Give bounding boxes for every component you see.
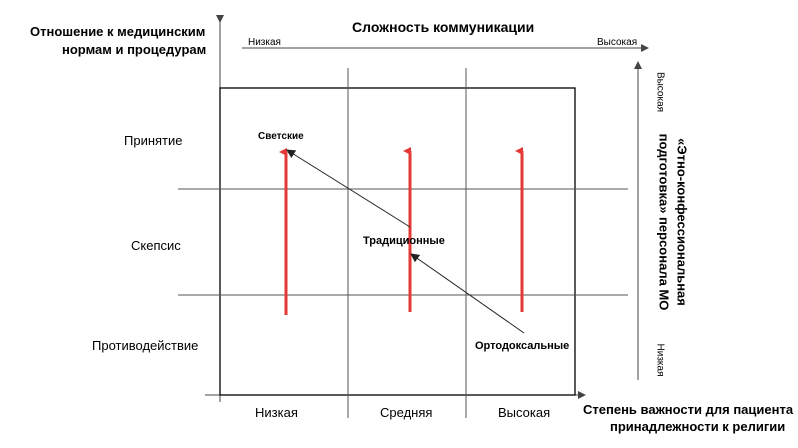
row-label-acceptance: Принятие (124, 133, 183, 148)
row-label-opposition: Противодействие (92, 338, 199, 353)
y-axis-title-line2: нормам и процедурам (62, 42, 207, 57)
top-scale-low: Низкая (248, 37, 281, 48)
right-scale-low: Низкая (654, 343, 666, 377)
matrix-frame (219, 87, 576, 396)
top-axis-title: Сложность коммуникации (352, 19, 535, 35)
top-scale-high: Высокая (597, 37, 638, 48)
diagonal-to-traditional (410, 253, 525, 334)
group-label-orthodox: Ортодоксальные (475, 340, 570, 352)
x-axis-title-line2: принадлежности к религии (610, 419, 786, 434)
x-axis-title-line1: Степень важности для пациента (583, 402, 794, 417)
group-label-traditional: Традиционные (363, 235, 445, 247)
diagonal-to-secular (286, 149, 411, 228)
group-label-secular: Светские (258, 131, 304, 142)
row-label-skepticism: Скепсис (131, 238, 181, 253)
right-axis-title-line1: «Этно-конфессиональная (674, 138, 690, 306)
column-label-low: Низкая (255, 405, 298, 420)
y-axis-title-line1: Отношение к медицинским (30, 24, 206, 39)
column-label-medium: Средняя (380, 405, 433, 420)
column-label-high: Высокая (498, 405, 551, 420)
right-scale-high: Высокая (654, 71, 666, 113)
right-axis-title-line2: подготовка» персонала МО (656, 133, 672, 311)
